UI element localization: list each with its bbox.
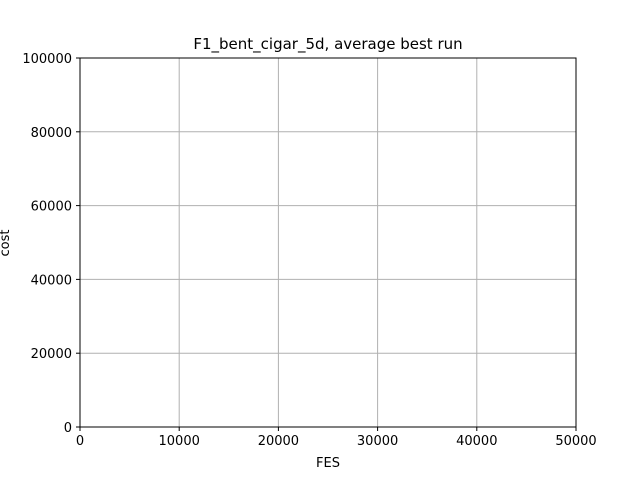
chart-title: F1_bent_cigar_5d, average best run	[193, 35, 462, 54]
y-tick-label: 80000	[31, 126, 72, 141]
x-tick-label: 40000	[456, 434, 497, 449]
y-axis-title: cost	[0, 230, 13, 257]
x-axis-title: FES	[316, 456, 340, 471]
x-tick-label: 0	[76, 434, 84, 449]
plot-area-frame	[79, 57, 577, 428]
x-tick-label: 10000	[159, 434, 200, 449]
axis-ticks: 0 10000 20000 30000 40000 50000 0 20000 40000 600…	[22, 52, 596, 449]
y-tick-label: 40000	[31, 273, 72, 288]
x-tick-label: 50000	[555, 434, 596, 449]
x-tick-label: 20000	[258, 434, 299, 449]
grid-lines	[79, 57, 577, 428]
x-tick-label: 30000	[357, 434, 398, 449]
y-tick-label: 100000	[22, 52, 72, 67]
y-tick-label: 0	[64, 421, 72, 436]
y-tick-label: 20000	[31, 347, 72, 362]
y-tick-label: 60000	[31, 200, 72, 215]
